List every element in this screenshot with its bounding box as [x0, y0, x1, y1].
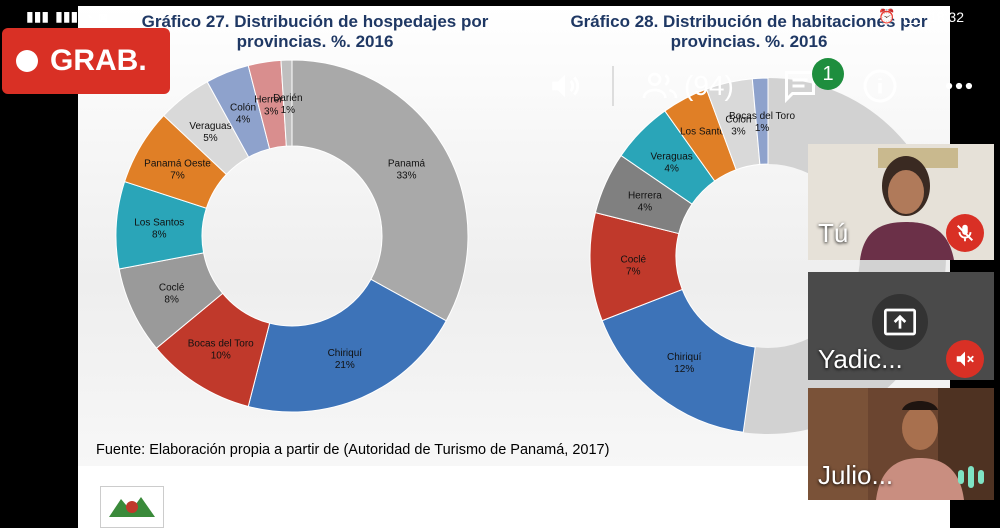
- slice-label: Colón: [230, 102, 256, 113]
- recording-indicator: GRAB.: [2, 28, 170, 94]
- participant-name-speaker: Julio...: [818, 460, 894, 490]
- mic-off-indicator-presenter: [946, 340, 984, 378]
- participant-tile-speaker[interactable]: Julio...: [808, 388, 994, 500]
- slice-value-label: 33%: [396, 170, 416, 181]
- slide-footer-area: [78, 466, 950, 528]
- more-vert-icon: [945, 82, 973, 90]
- chart2-donut: Chiriquí12%Coclé7%Herrera4%Veraguas4%Los…: [589, 77, 946, 434]
- chart1-title-line2: provincias. %. 2016: [236, 32, 394, 51]
- chat-unread-badge: 1: [812, 58, 844, 90]
- signal-icon-2: ▮▮▮: [55, 8, 79, 24]
- chart2-title: Gráfico 28. Distribución de habitaciones…: [534, 12, 950, 52]
- institution-logo: [100, 486, 164, 528]
- wifi-icon: ◔: [84, 8, 93, 25]
- slice-label: Darién: [273, 93, 302, 104]
- slice-label: Coclé: [159, 283, 185, 294]
- more-options-button[interactable]: [942, 62, 976, 110]
- chart2-title-line2: provincias. %. 2016: [670, 32, 828, 51]
- participants-button[interactable]: (94): [640, 62, 734, 110]
- participant-tile-self[interactable]: Tú: [808, 144, 994, 260]
- slice-label: Herrera: [254, 95, 288, 106]
- slice-label: Chiriquí: [667, 352, 702, 363]
- speaker-icon: [552, 74, 580, 98]
- slice-value-label: 8%: [152, 230, 167, 241]
- slice-value-label: 3%: [731, 126, 746, 137]
- present-to-all-icon: [884, 308, 916, 336]
- slice-label: Los Santos: [134, 218, 184, 229]
- chart2-title-line1: Gráfico 28. Distribución de habitaciones…: [570, 12, 928, 31]
- slice-value-label: 5%: [203, 133, 218, 144]
- slice-panamá: [291, 59, 469, 322]
- slice-label: Coclé: [620, 254, 646, 265]
- chart1-title: Gráfico 27. Distribución de hospedajes p…: [100, 12, 530, 52]
- slice-value-label: 10%: [211, 350, 231, 361]
- alarm-icon: ⏰: [878, 8, 896, 24]
- speaking-indicator: [958, 466, 984, 488]
- info-icon: [863, 69, 897, 103]
- participants-count: (94): [684, 70, 734, 101]
- slice-label: Veraguas: [189, 121, 231, 132]
- slice-label: Panamá: [388, 158, 426, 169]
- slice-value-label: 4%: [236, 114, 251, 125]
- clock: 18:32: [928, 8, 964, 25]
- slice-label: Veraguas: [651, 151, 693, 162]
- participant-tile-presenter[interactable]: Yadic...: [808, 272, 994, 380]
- audio-level-bar-2: [968, 466, 974, 488]
- slice-value-label: 7%: [626, 266, 641, 277]
- chart1-title-line1: Gráfico 27. Distribución de hospedajes p…: [141, 12, 489, 31]
- notification-icon: ◙: [98, 8, 108, 25]
- status-bar: ▮▮▮ ▮▮▮ ◔ ◙ ⏰ 77 18:32: [0, 0, 1000, 30]
- battery-icon: 77: [903, 9, 921, 24]
- status-right: ⏰ 77 18:32: [878, 8, 964, 25]
- participant-name-presenter: Yadic...: [818, 344, 903, 374]
- slice-value-label: 8%: [164, 295, 179, 306]
- slice-label: Bocas del Toro: [729, 111, 795, 122]
- slice-value-label: 1%: [755, 123, 770, 134]
- record-dot-icon: [16, 50, 38, 72]
- slice-value-label: 4%: [664, 163, 679, 174]
- slice-value-label: 7%: [170, 170, 185, 181]
- slice-label: Panamá Oeste: [144, 158, 211, 169]
- shared-slide: Gráfico 27. Distribución de hospedajes p…: [78, 6, 950, 466]
- participant-name-self: Tú: [818, 218, 849, 248]
- info-button[interactable]: [862, 62, 898, 110]
- slice-value-label: 1%: [281, 105, 296, 116]
- audio-button[interactable]: [548, 62, 582, 110]
- slice-label: Los Santos: [680, 127, 730, 138]
- slice-value-label: 4%: [638, 203, 653, 214]
- slice-darién: [280, 59, 293, 147]
- signal-icon: ▮▮▮: [26, 8, 50, 24]
- slice-value-label: 3%: [264, 107, 279, 118]
- slice-value-label: 12%: [674, 364, 694, 375]
- slice-label: Chiriquí: [328, 348, 363, 359]
- people-icon: [642, 72, 678, 99]
- audio-level-bar-1: [958, 470, 964, 484]
- mic-off-icon: [956, 224, 974, 242]
- source-note: Fuente: Elaboración propia a partir de (…: [96, 442, 610, 458]
- audio-level-bar-3: [978, 470, 984, 484]
- mic-off-indicator-self: [946, 214, 984, 252]
- speaker-off-icon: [956, 351, 974, 367]
- chat-icon: [785, 71, 815, 104]
- chat-button[interactable]: [782, 62, 818, 110]
- present-screen-indicator: [872, 294, 928, 350]
- slice-label: Herrera: [628, 191, 662, 202]
- slice-label: Bocas del Toro: [188, 338, 254, 349]
- participant-video-self: [808, 144, 994, 260]
- slice-chiriquí: [247, 278, 447, 413]
- slice-label: Colon: [725, 114, 751, 125]
- status-left: ▮▮▮ ▮▮▮ ◔ ◙: [26, 8, 107, 25]
- participant-video-speaker: [808, 388, 994, 500]
- slice-value-label: 21%: [335, 360, 355, 371]
- controls-divider: [612, 66, 614, 106]
- recording-label: GRAB.: [50, 44, 147, 77]
- slice-bocas-del-toro: [751, 77, 769, 165]
